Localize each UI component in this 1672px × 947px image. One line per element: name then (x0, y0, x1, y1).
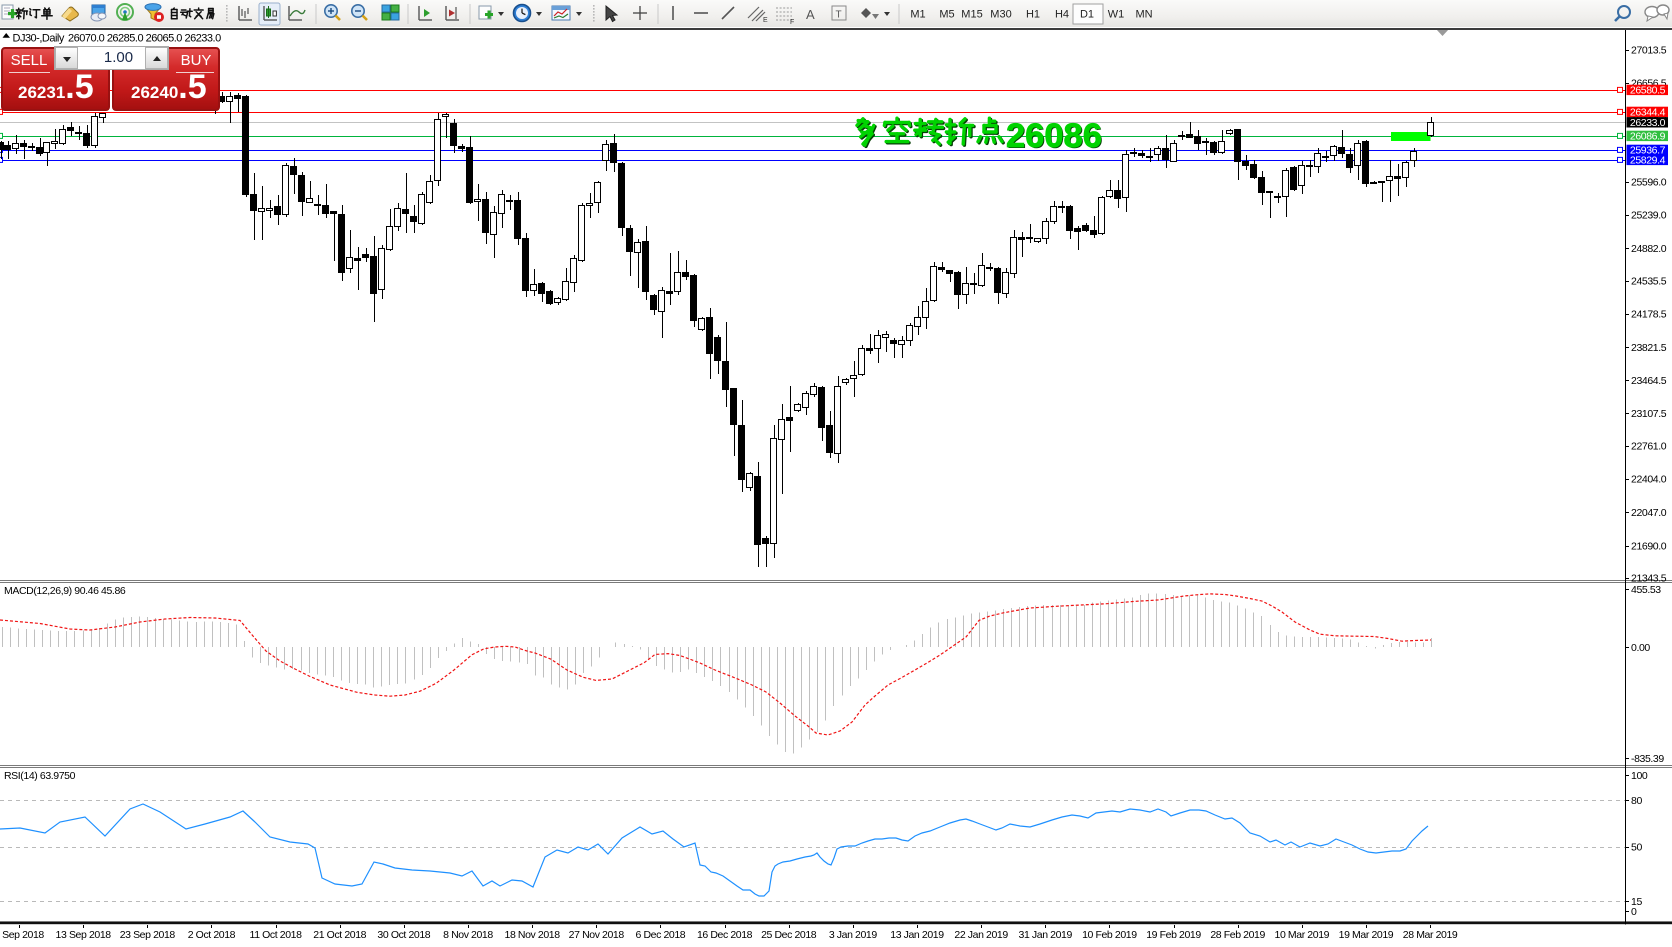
svg-text:M1: M1 (910, 9, 925, 21)
svg-text:18 Nov 2018: 18 Nov 2018 (505, 929, 561, 941)
svg-text:10 Mar 2019: 10 Mar 2019 (1275, 929, 1330, 941)
svg-text:27013.5: 27013.5 (1631, 44, 1667, 56)
svg-text:27 Nov 2018: 27 Nov 2018 (569, 929, 625, 941)
svg-text:23 Sep 2018: 23 Sep 2018 (120, 929, 176, 941)
svg-text:3 Jan 2019: 3 Jan 2019 (829, 929, 878, 941)
svg-text:21 Oct 2018: 21 Oct 2018 (313, 929, 366, 941)
svg-text:6 Dec 2018: 6 Dec 2018 (636, 929, 686, 941)
svg-text:E: E (763, 17, 768, 24)
svg-text:26086.9: 26086.9 (1630, 131, 1666, 143)
svg-text:23107.5: 23107.5 (1631, 408, 1667, 420)
svg-text:MN: MN (1135, 9, 1152, 21)
svg-text:23821.5: 23821.5 (1631, 342, 1667, 354)
svg-text:50: 50 (1631, 841, 1642, 853)
svg-text:M30: M30 (990, 9, 1011, 21)
svg-text:26580.5: 26580.5 (1630, 85, 1666, 97)
svg-text:M5: M5 (939, 9, 954, 21)
svg-text:10 Feb 2019: 10 Feb 2019 (1082, 929, 1137, 941)
svg-text:11 Oct 2018: 11 Oct 2018 (250, 929, 303, 941)
svg-text:24178.5: 24178.5 (1631, 309, 1667, 321)
svg-text:26233.0: 26233.0 (1630, 117, 1666, 129)
svg-text:455.53: 455.53 (1631, 584, 1661, 596)
svg-text:24535.5: 24535.5 (1631, 275, 1667, 287)
svg-text:W1: W1 (1108, 9, 1125, 21)
svg-text:T: T (836, 10, 842, 21)
svg-text:23464.5: 23464.5 (1631, 375, 1667, 387)
svg-text:26086: 26086 (1006, 117, 1102, 155)
svg-text:0: 0 (1631, 906, 1637, 918)
svg-text:2 Oct 2018: 2 Oct 2018 (188, 929, 236, 941)
svg-text:D1: D1 (1080, 9, 1094, 21)
svg-text:F: F (790, 19, 794, 26)
svg-text:22047.0: 22047.0 (1631, 507, 1667, 519)
svg-text:13 Sep 2018: 13 Sep 2018 (56, 929, 112, 941)
svg-text:24882.0: 24882.0 (1631, 243, 1667, 255)
svg-text:DJ30-,Daily: DJ30-,Daily (13, 33, 65, 45)
svg-text:25239.0: 25239.0 (1631, 210, 1667, 222)
svg-text:25596.0: 25596.0 (1631, 176, 1667, 188)
svg-text:28 Mar 2019: 28 Mar 2019 (1403, 929, 1458, 941)
svg-text:26086: 26086 (1007, 118, 1103, 156)
svg-text:25829.4: 25829.4 (1630, 155, 1666, 167)
svg-text:H4: H4 (1055, 9, 1069, 21)
svg-text:26070.0 26285.0 26065.0 26233.: 26070.0 26285.0 26065.0 26233.0 (68, 33, 221, 45)
svg-text:21690.0: 21690.0 (1631, 540, 1667, 552)
svg-text:8 Nov 2018: 8 Nov 2018 (443, 929, 493, 941)
svg-text:31 Jan 2019: 31 Jan 2019 (1019, 929, 1073, 941)
svg-text:21343.5: 21343.5 (1631, 573, 1667, 585)
svg-text:28 Feb 2019: 28 Feb 2019 (1210, 929, 1265, 941)
svg-text:25 Dec 2018: 25 Dec 2018 (761, 929, 817, 941)
svg-text:26344.4: 26344.4 (1630, 107, 1666, 119)
svg-text:RSI(14) 63.9750: RSI(14) 63.9750 (4, 770, 76, 782)
svg-text:19 Feb 2019: 19 Feb 2019 (1146, 929, 1201, 941)
svg-text:4 Sep 2018: 4 Sep 2018 (0, 929, 44, 941)
svg-text:22404.0: 22404.0 (1631, 474, 1667, 486)
svg-text:100: 100 (1631, 770, 1648, 782)
svg-text:0.00: 0.00 (1631, 642, 1650, 654)
svg-text:M15: M15 (961, 9, 982, 21)
svg-text:25936.7: 25936.7 (1630, 145, 1666, 157)
svg-text:22761.0: 22761.0 (1631, 440, 1667, 452)
svg-text:19 Mar 2019: 19 Mar 2019 (1339, 929, 1394, 941)
svg-text:16 Dec 2018: 16 Dec 2018 (697, 929, 753, 941)
svg-text:MACD(12,26,9) 90.46 45.86: MACD(12,26,9) 90.46 45.86 (4, 585, 126, 597)
svg-text:22 Jan 2019: 22 Jan 2019 (954, 929, 1008, 941)
svg-text:30 Oct 2018: 30 Oct 2018 (377, 929, 430, 941)
svg-text:-835.39: -835.39 (1631, 753, 1664, 765)
svg-text:A: A (806, 7, 815, 22)
svg-text:15: 15 (1631, 896, 1642, 908)
svg-text:13 Jan 2019: 13 Jan 2019 (890, 929, 944, 941)
svg-text:80: 80 (1631, 795, 1642, 807)
svg-text:H1: H1 (1026, 9, 1040, 21)
